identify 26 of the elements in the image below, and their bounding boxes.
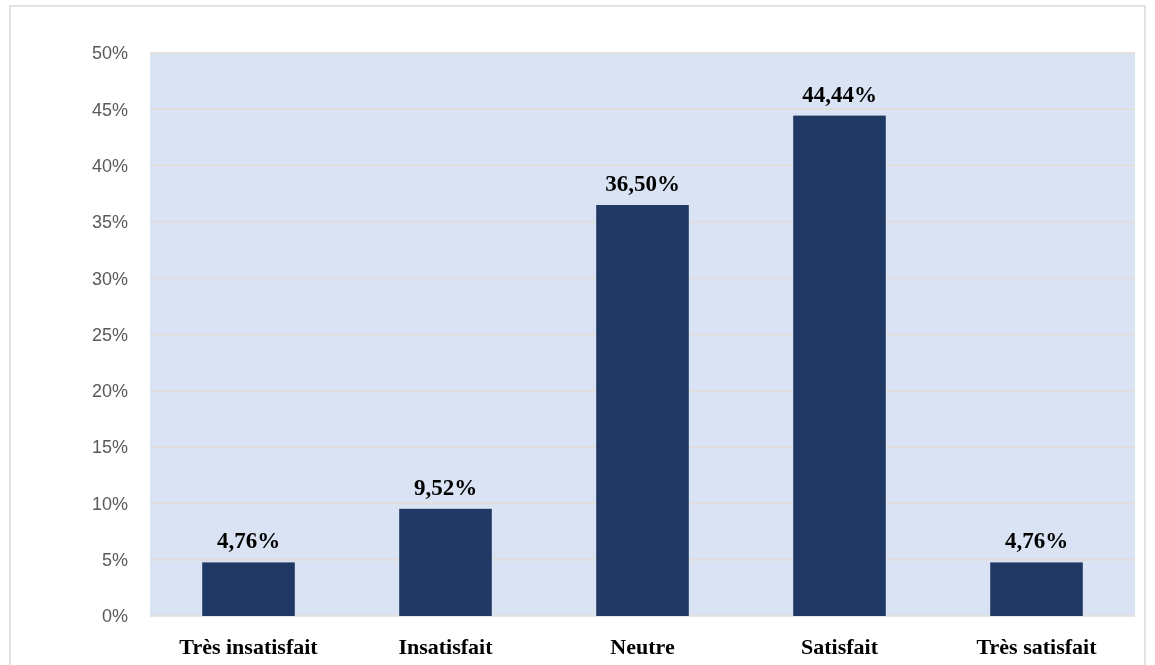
x-tick-label: Neutre (610, 634, 675, 659)
y-tick-label: 15% (91, 437, 128, 458)
bar (202, 562, 295, 616)
x-tick-label: Très satisfait (976, 634, 1098, 659)
data-label: 36,50% (605, 171, 680, 197)
y-tick-label: 5% (101, 550, 128, 570)
data-label: 9,52% (413, 474, 478, 500)
data-label: 44,44% (802, 81, 877, 107)
y-tick-label: 0% (101, 606, 128, 627)
x-tick-label: Insatisfait (398, 634, 494, 659)
data-label: 4,76% (1004, 528, 1069, 554)
bar (990, 562, 1083, 616)
y-tick-label: 35% (91, 212, 128, 233)
x-tick-label: Très insatisfait (179, 634, 319, 659)
bar (793, 115, 886, 616)
y-tick-label: 20% (91, 381, 128, 402)
bar (399, 508, 492, 616)
x-tick-label: Satisfait (801, 634, 879, 659)
y-tick-label: 40% (91, 155, 128, 176)
y-tick-label: 50% (91, 43, 128, 64)
y-tick-label: 10% (91, 493, 128, 514)
y-tick-label: 25% (91, 324, 128, 345)
y-tick-label: 45% (91, 99, 128, 120)
bar (596, 205, 689, 616)
y-tick-label: 30% (91, 268, 128, 289)
data-label: 4,76% (216, 528, 281, 554)
